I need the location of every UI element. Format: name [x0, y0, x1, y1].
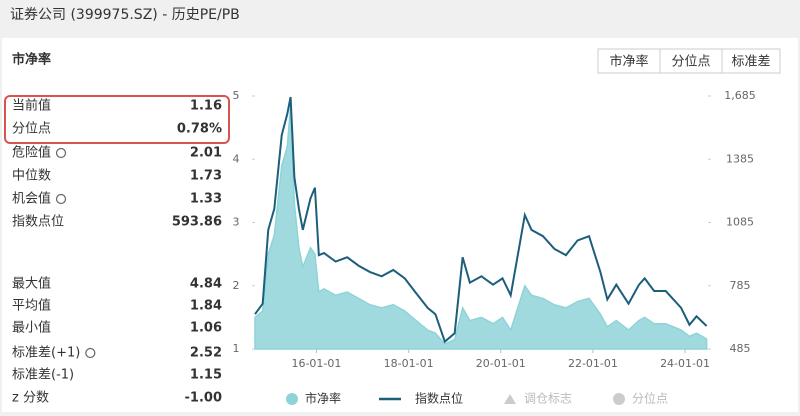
stat-value: 1.15: [190, 368, 222, 383]
tab-label[interactable]: 标准差: [731, 55, 770, 70]
x-tick-label: 18-01-01: [384, 357, 434, 370]
tab-button[interactable]: [597, 48, 661, 74]
x-tick-label: 20-01-01: [476, 357, 526, 370]
stat-label: 标准差(+1): [12, 346, 80, 361]
index-line: [254, 96, 708, 344]
stat-value: 0.78%: [177, 122, 222, 137]
stat-label: z 分数: [12, 391, 49, 406]
stat-value: 1.84: [190, 299, 222, 314]
y-tick-label: 2: [233, 279, 240, 292]
legend-marker: [613, 393, 625, 405]
page-title: 证券公司 (399975.SZ) - 历史PE/PB: [10, 7, 240, 23]
x-tick-label: 22-01-01: [568, 357, 618, 370]
legend-label[interactable]: 市净率: [305, 391, 341, 406]
stat-label: 分位点: [12, 122, 51, 137]
x-tick-label: 24-01-01: [660, 357, 710, 370]
y2-tick-label: 1085: [726, 216, 754, 229]
y-tick-label: 3: [233, 216, 240, 229]
panel: [2, 38, 798, 412]
stat-label: 中位数: [12, 169, 51, 184]
tab-label[interactable]: 市净率: [609, 54, 648, 70]
y2-tick-label: 485: [730, 342, 751, 355]
stat-value: 2.52: [190, 346, 222, 361]
stat-value: 593.86: [172, 215, 222, 230]
info-icon: [55, 193, 67, 205]
legend-marker: [286, 393, 298, 405]
stat-label: 机会值: [12, 191, 51, 207]
stat-value: 2.01: [190, 146, 222, 161]
stat-value: 1.73: [190, 169, 222, 184]
highlight-box: [4, 95, 230, 144]
y-tick-label: 1: [233, 342, 240, 355]
legend-label[interactable]: 调仓标志: [524, 392, 572, 406]
tab-label[interactable]: 分位点: [671, 55, 710, 70]
section-title: 市净率: [12, 52, 51, 68]
stat-value: 1.06: [190, 321, 222, 336]
legend-marker: [504, 394, 516, 404]
stat-label: 危险值: [12, 145, 51, 161]
stat-value: -1.00: [185, 391, 222, 406]
stat-label: 标准差(-1): [12, 368, 74, 383]
stat-value: 1.33: [190, 192, 222, 207]
info-icon: [55, 147, 67, 159]
tab-button[interactable]: [659, 48, 723, 74]
stat-label: 当前值: [12, 98, 51, 114]
stat-label: 平均值: [12, 298, 51, 314]
y-tick-label: 4: [233, 152, 240, 165]
stat-label: 最小值: [12, 320, 51, 336]
stat-value: 4.84: [190, 277, 222, 292]
y2-tick-label: 1,685: [724, 89, 756, 102]
y-tick-label: 5: [233, 89, 240, 102]
stat-value: 1.16: [190, 99, 222, 114]
stat-label: 最大值: [12, 276, 51, 292]
stat-label: 指数点位: [12, 215, 64, 230]
legend-label[interactable]: 分位点: [632, 391, 668, 406]
pb-area: [254, 106, 708, 350]
y2-tick-label: 785: [730, 279, 751, 292]
legend-label[interactable]: 指数点位: [415, 391, 463, 406]
y2-tick-label: 1385: [726, 152, 754, 165]
info-icon: [85, 347, 96, 359]
tab-button[interactable]: [721, 48, 781, 74]
x-tick-label: 16-01-01: [291, 357, 341, 370]
